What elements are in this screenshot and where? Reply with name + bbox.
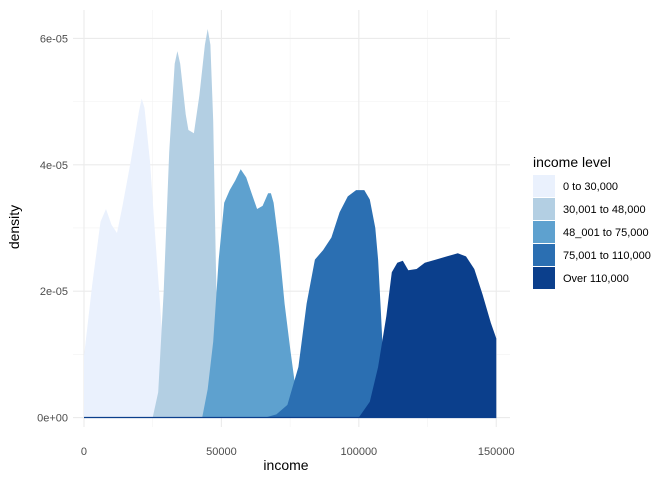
x-tick-label: 0 <box>81 446 87 458</box>
legend-key-5 <box>533 267 555 289</box>
y-tick-label: 0e+00 <box>37 413 68 425</box>
density-area-3 <box>202 169 307 418</box>
legend-label-3: 48_001 to 75,000 <box>563 227 649 239</box>
legend-label-5: Over 110,000 <box>563 273 629 285</box>
legend-title: income level <box>533 154 611 170</box>
legend-key-1 <box>533 175 555 197</box>
density-area-1 <box>84 98 171 418</box>
legend-label-2: 30,001 to 48,000 <box>563 204 646 216</box>
x-tick-label: 50000 <box>206 446 237 458</box>
density-areas <box>83 29 497 419</box>
x-axis-ticks: 0 50000 100000 150000 <box>81 446 515 458</box>
legend-label-4: 75,001 to 110,000 <box>563 250 651 262</box>
y-tick-label: 2e-05 <box>40 286 68 298</box>
legend-key-3 <box>533 221 555 243</box>
y-axis-title: density <box>6 205 22 249</box>
y-axis-ticks: 0e+00 2e-05 4e-05 6e-05 <box>37 33 68 424</box>
y-tick-label: 6e-05 <box>40 33 68 45</box>
legend: income level 0 to 30,000 30,001 to 48,000… <box>533 154 651 289</box>
x-tick-label: 150000 <box>478 446 515 458</box>
x-axis-title: income <box>263 457 308 473</box>
legend-label-1: 0 to 30,000 <box>563 181 618 193</box>
legend-key-4 <box>533 244 555 266</box>
x-tick-label: 100000 <box>340 446 377 458</box>
density-area-4 <box>265 190 398 418</box>
y-tick-label: 4e-05 <box>40 160 68 172</box>
density-area-5 <box>358 253 497 418</box>
density-area-2 <box>152 29 222 418</box>
legend-key-2 <box>533 198 555 220</box>
